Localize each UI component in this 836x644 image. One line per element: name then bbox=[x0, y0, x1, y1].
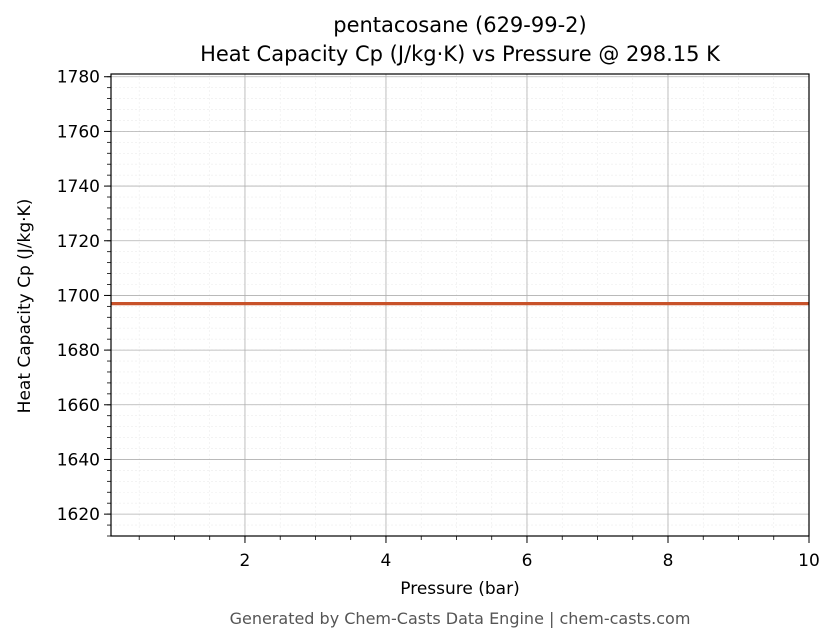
y-tick-label: 1680 bbox=[57, 341, 100, 361]
y-tick-label: 1720 bbox=[57, 232, 100, 252]
x-tick-label: 10 bbox=[798, 551, 820, 571]
chart-subtitle: Heat Capacity Cp (J/kg·K) vs Pressure @ … bbox=[200, 42, 721, 66]
y-tick-label: 1620 bbox=[57, 505, 100, 525]
y-tick-label: 1640 bbox=[57, 450, 100, 470]
y-tick-label: 1740 bbox=[57, 177, 100, 197]
y-tick-label: 1760 bbox=[57, 122, 100, 142]
plot-frame bbox=[110, 73, 810, 537]
footer-credit: Generated by Chem-Casts Data Engine | ch… bbox=[230, 609, 691, 628]
x-tick-label: 6 bbox=[522, 551, 533, 571]
x-axis-label: Pressure (bar) bbox=[400, 579, 519, 599]
ticks-layer: 2 4 6 8 10 1620 1640 1660 1680 1700 1720 1740 1760 17… bbox=[57, 68, 820, 571]
y-tick-label: 1700 bbox=[57, 286, 100, 306]
y-tick-label: 1660 bbox=[57, 396, 100, 416]
x-tick-label: 4 bbox=[381, 551, 392, 571]
chart-title: pentacosane (629-99-2) bbox=[333, 13, 586, 37]
x-tick-label: 2 bbox=[240, 551, 251, 571]
y-tick-label: 1780 bbox=[57, 68, 100, 88]
x-tick-label: 8 bbox=[663, 551, 674, 571]
y-axis-label: Heat Capacity Cp (J/kg·K) bbox=[15, 199, 35, 414]
